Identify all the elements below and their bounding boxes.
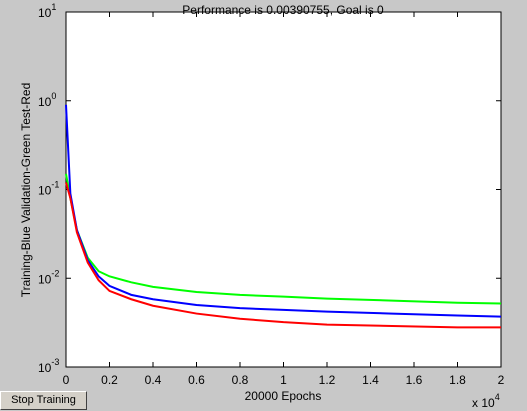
x-tick-label: 1.6 (406, 373, 423, 387)
x-tick-label: 0.6 (188, 373, 205, 387)
chart-title: Performance is 0.00390755, Goal is 0 (182, 3, 384, 17)
x-tick-label: 1.8 (449, 373, 466, 387)
y-tick-label: 10-3 (38, 357, 59, 375)
y-tick-label: 101 (38, 2, 56, 20)
x-tick-label: 2 (498, 373, 505, 387)
tick-exponent: -2 (51, 268, 59, 278)
x-multiplier: x 104 (472, 392, 500, 410)
plot-area (65, 11, 502, 368)
tick-exponent: -1 (51, 180, 59, 190)
x-axis-label: 20000 Epochs (245, 389, 322, 403)
tick-base: 10 (38, 6, 52, 20)
x-tick-label: 0.2 (101, 373, 118, 387)
multiplier-base: x 10 (472, 396, 495, 410)
x-tick-label: 0.8 (232, 373, 249, 387)
stop-training-button[interactable]: Stop Training (0, 391, 87, 410)
tick-exponent: -3 (51, 357, 59, 367)
multiplier-exponent: 4 (495, 392, 500, 402)
x-tick-label: 1.2 (319, 373, 336, 387)
y-tick-label: 100 (38, 91, 56, 109)
y-tick-label: 10-2 (38, 268, 59, 286)
tick-exponent: 0 (51, 91, 56, 101)
series-line (65, 182, 501, 329)
y-axis-label: Training-Blue Validation-Green Test-Red (19, 83, 33, 298)
x-tick-label: 1.4 (362, 373, 379, 387)
tick-exponent: 1 (51, 2, 56, 12)
x-tick-label: 0.4 (145, 373, 162, 387)
tick-base: 10 (38, 361, 52, 375)
tick-base: 10 (38, 272, 52, 286)
y-tick-label: 10-1 (38, 180, 59, 198)
tick-base: 10 (38, 184, 52, 198)
tick-base: 10 (38, 95, 52, 109)
x-tick-label: 1 (280, 373, 287, 387)
x-tick-label: 0 (63, 373, 70, 387)
